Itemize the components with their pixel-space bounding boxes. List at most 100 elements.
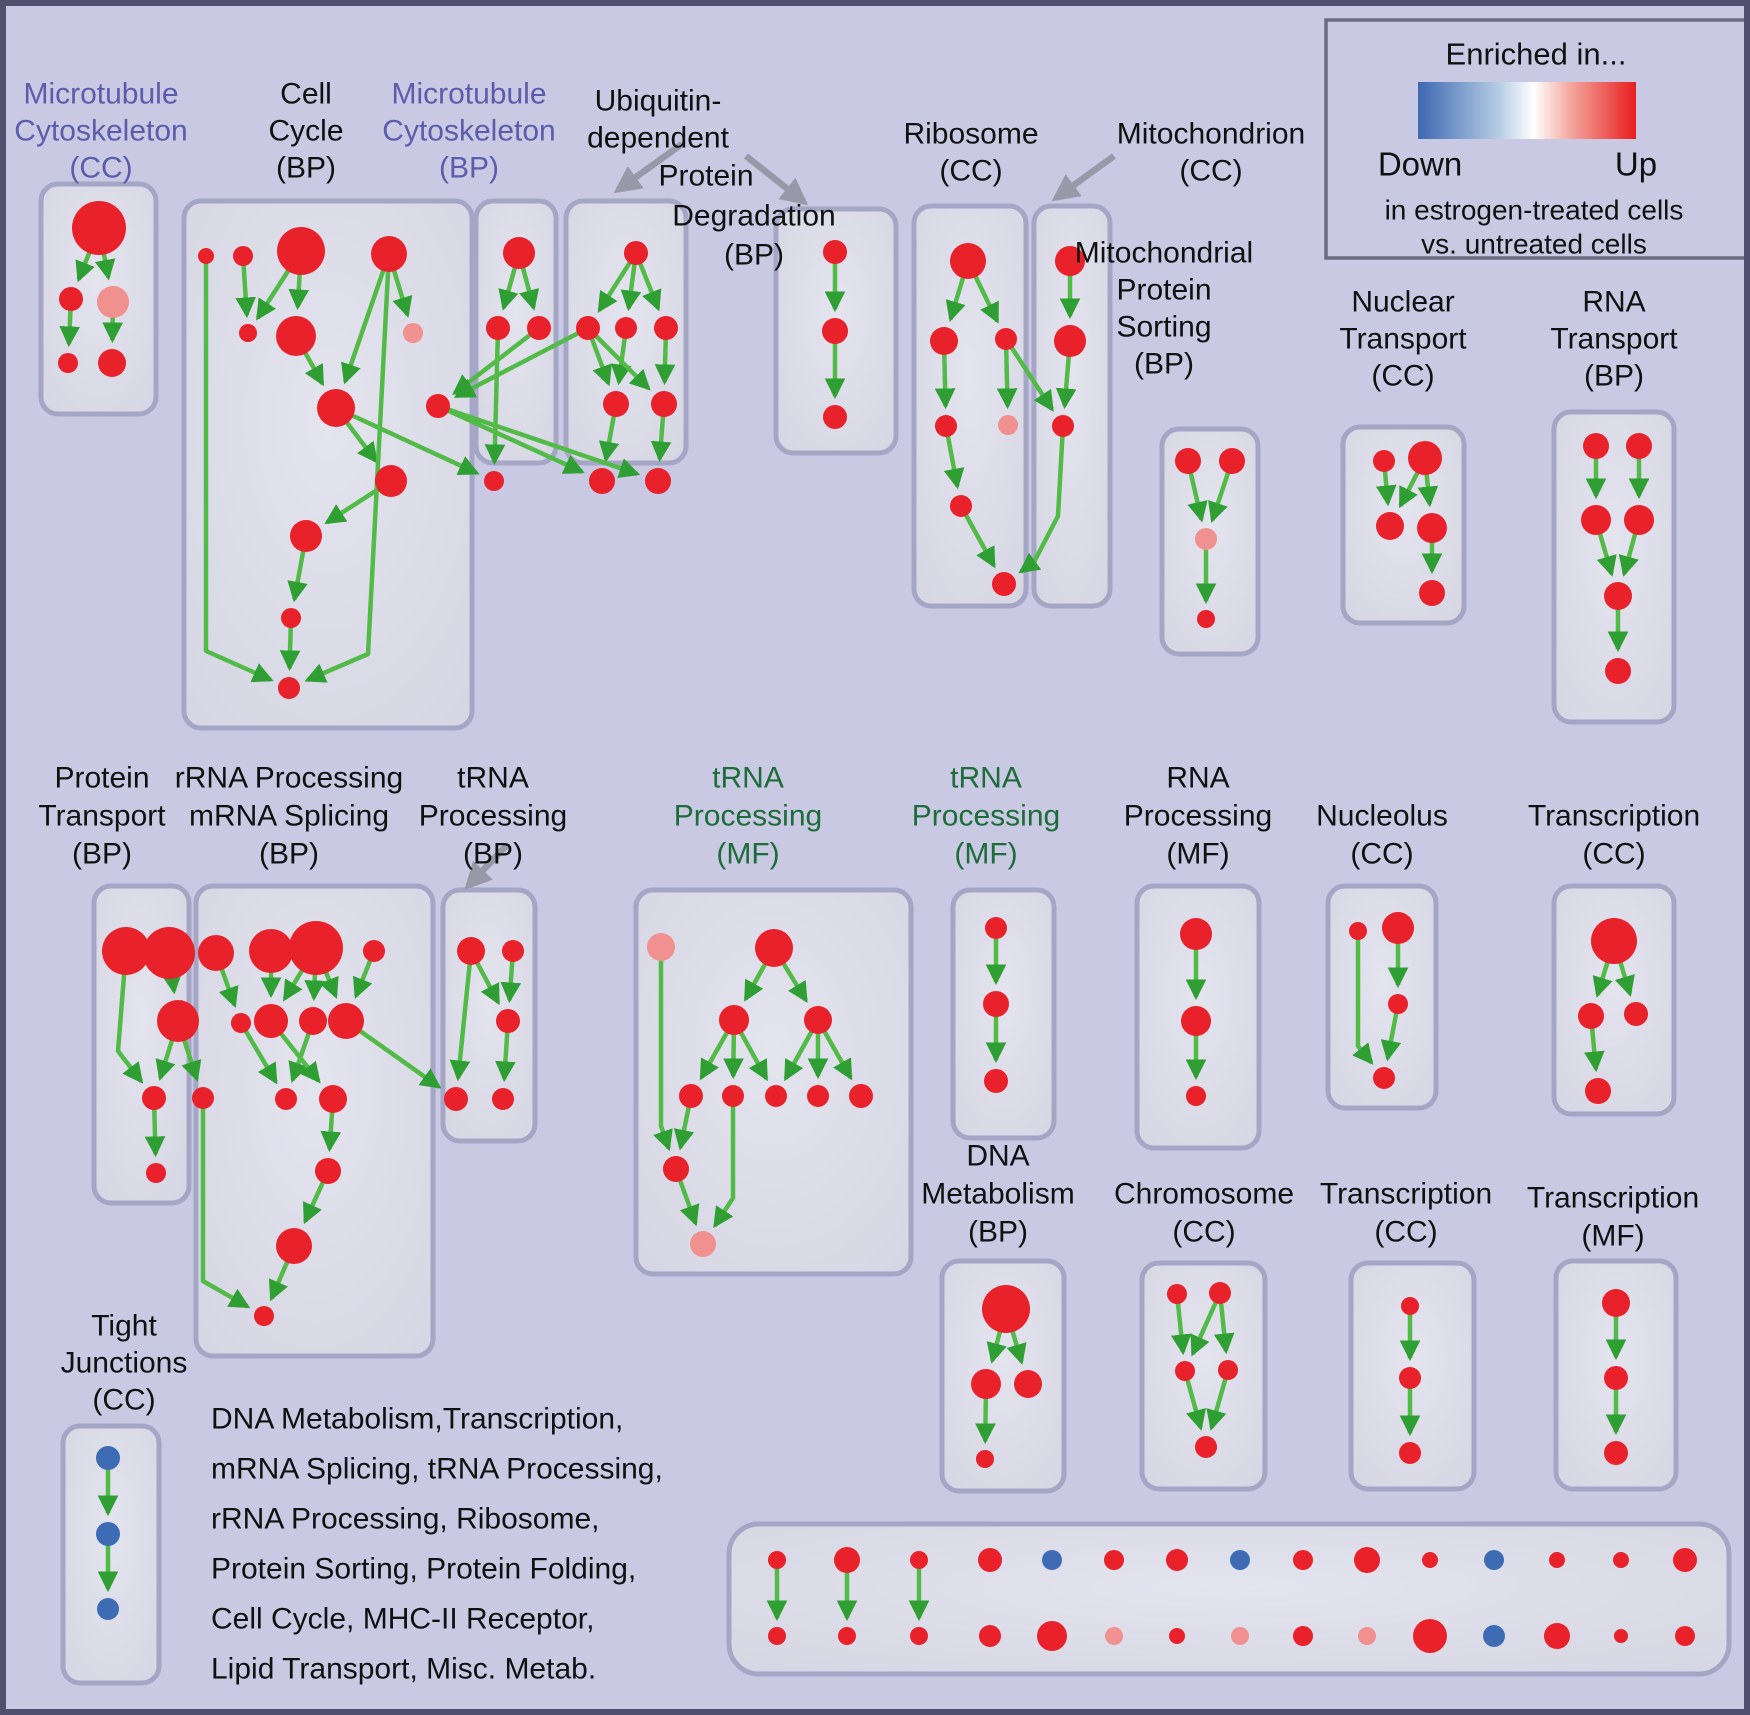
go-term-node: [978, 1548, 1002, 1572]
figure-canvas: Microtubule Cytoskeleton (CC) Cell Cycle (BP)…: [14, 18, 1744, 1686]
go-term-node: [950, 243, 986, 279]
cluster-label-line: tRNA: [950, 762, 1022, 795]
go-term-node: [985, 917, 1007, 939]
cluster-label-line: tRNA: [712, 762, 784, 795]
go-term-node: [1417, 513, 1447, 543]
go-term-node: [971, 1369, 1001, 1399]
cluster-label-line: Microtubule: [23, 78, 178, 111]
edge-arrow: [586, 326, 651, 391]
go-term-node: [663, 1156, 689, 1182]
cluster-label-line: (BP): [259, 838, 319, 871]
go-term-node: [690, 1231, 716, 1257]
cluster-label-line: mRNA Splicing: [189, 800, 389, 833]
go-term-node: [1483, 1625, 1505, 1647]
go-term-node: [1180, 918, 1212, 950]
cluster-label-line: Cytoskeleton: [382, 115, 555, 148]
go-term-node: [457, 937, 485, 965]
cluster-label-line: Cytoskeleton: [14, 115, 187, 148]
go-term-node: [281, 608, 301, 628]
edge-arrow: [484, 327, 506, 466]
go-term-node: [484, 471, 504, 491]
go-term-node: [198, 248, 214, 264]
go-term-node: [157, 1000, 199, 1042]
cluster-label-line: (BP): [439, 152, 499, 185]
go-term-node: [1419, 580, 1445, 606]
go-term-node: [277, 227, 325, 275]
go-term-node: [97, 286, 129, 318]
cluster-label-line: (BP): [724, 239, 784, 272]
go-term-node: [1401, 1297, 1419, 1315]
go-term-node: [315, 1158, 341, 1184]
cluster-label-line: Cycle: [268, 115, 343, 148]
go-term-node: [984, 1069, 1008, 1093]
label-pointer-arrow-icon: [464, 843, 509, 890]
legend-subtitle-line: in estrogen-treated cells: [1385, 195, 1684, 226]
go-term-node: [58, 353, 78, 373]
go-term-node: [647, 933, 675, 961]
edge-arrow: [959, 504, 996, 569]
go-term-node: [1673, 1548, 1697, 1572]
cluster-label-line: rRNA Processing: [175, 762, 403, 795]
cluster-label-line: Metabolism: [921, 1178, 1074, 1211]
cluster-label-line: Ribosome: [903, 118, 1038, 151]
go-term-node: [502, 940, 524, 962]
go-term-node: [998, 415, 1018, 435]
go-term-node: [768, 1627, 786, 1645]
edge-arrow: [1352, 931, 1374, 1065]
edge-arrow: [115, 950, 144, 1084]
cluster-label-line: (CC): [1179, 155, 1242, 188]
legend-box: [1324, 18, 1744, 260]
cluster-label-line: Tight: [91, 1310, 157, 1343]
go-term-node: [1604, 1441, 1628, 1465]
cluster-label-line: (MF): [716, 838, 779, 871]
cluster-box-misc: [726, 1521, 1732, 1677]
go-term-node: [979, 1625, 1001, 1647]
label-pointer-arrow-icon: [613, 141, 684, 194]
go-term-node: [1581, 505, 1611, 535]
go-term-node: [192, 1087, 214, 1109]
go-term-node: [1373, 450, 1395, 472]
cluster-label-line: Transport: [1550, 323, 1678, 356]
go-term-node: [722, 1085, 744, 1107]
cluster-label-line: (CC): [1582, 838, 1645, 871]
label-pointer-arrow-icon: [1051, 153, 1116, 202]
go-term-node: [59, 287, 83, 311]
cluster-label-line: (BP): [276, 152, 336, 185]
go-term-node: [1399, 1442, 1421, 1464]
cluster-label-line: Sorting: [1116, 311, 1211, 344]
go-term-node: [838, 1627, 856, 1645]
go-term-node: [426, 394, 450, 418]
cluster-label-line: Junctions: [61, 1347, 188, 1380]
go-term-node: [910, 1551, 928, 1569]
go-term-node: [1422, 1552, 1438, 1568]
edge-arrow: [203, 256, 274, 683]
edge-arrow: [335, 405, 480, 476]
cluster-label-line: (BP): [968, 1216, 1028, 1249]
go-term-node: [1042, 1550, 1062, 1570]
cluster-label-line: Transcription: [1528, 800, 1700, 833]
edge-arrow: [453, 326, 590, 399]
go-term-node: [72, 201, 126, 255]
go-term-node: [1166, 1549, 1188, 1571]
go-term-node: [976, 1450, 994, 1468]
legend-title: Enriched in...: [1446, 37, 1627, 72]
cluster-label-line: (MF): [1581, 1220, 1644, 1253]
go-term-node: [276, 316, 316, 356]
go-term-node: [102, 927, 150, 975]
go-term-node: [1209, 1282, 1231, 1304]
cluster-label-line: Cell: [280, 78, 332, 111]
cluster-label-line: Mitochondrion: [1117, 118, 1305, 151]
go-term-node: [142, 1086, 166, 1110]
go-term-node: [299, 1007, 327, 1035]
go-term-node: [371, 236, 407, 272]
cluster-label-line: (CC): [92, 1384, 155, 1417]
go-term-node: [1054, 325, 1086, 357]
cluster-label-line: RNA: [1166, 762, 1229, 795]
go-term-node: [1408, 441, 1442, 475]
go-term-node: [995, 328, 1017, 350]
go-term-node: [1293, 1626, 1313, 1646]
go-term-node: [1037, 1621, 1067, 1651]
go-term-node: [289, 921, 343, 975]
go-term-node: [375, 465, 407, 497]
cluster-label-line: Ubiquitin-: [595, 85, 722, 118]
